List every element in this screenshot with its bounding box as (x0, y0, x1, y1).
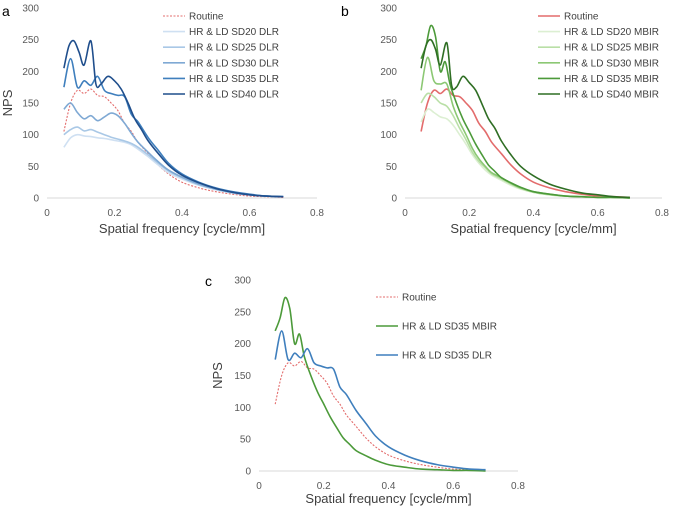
y-tick-label: 0 (33, 194, 39, 205)
series-line (420, 108, 630, 199)
panel-letter: c (205, 273, 212, 289)
y-tick-label: 0 (245, 467, 251, 478)
legend-label: HR & LD SD35 MBIR (402, 322, 497, 333)
y-tick-label: 300 (380, 4, 397, 15)
y-tick-label: 200 (380, 67, 397, 78)
y-tick-label: 100 (22, 130, 39, 141)
y-tick-label: 50 (28, 162, 40, 173)
y-tick-label: 250 (380, 35, 397, 46)
panel-letter: a (2, 3, 10, 19)
legend-label: HR & LD SD40 MBIR (564, 90, 659, 101)
series-line (420, 38, 630, 199)
series-line (63, 39, 284, 198)
y-tick-label: 300 (22, 4, 39, 15)
x-tick-label: 0.6 (591, 208, 605, 219)
x-axis-title: Spatial frequency [cycle/mm] (450, 221, 616, 236)
x-tick-label: 0.6 (243, 208, 257, 219)
series-line (63, 88, 284, 198)
x-tick-label: 0.4 (527, 208, 541, 219)
legend-label: Routine (564, 12, 599, 23)
legend-label: HR & LD SD30 DLR (189, 58, 279, 69)
x-tick-label: 0.8 (310, 208, 324, 219)
x-tick-label: 0.4 (175, 208, 189, 219)
chart-panel-c: c 0 50 100 150 200 250 300 0 0.2 0.4 0.6 0.8 Spatial … (205, 273, 525, 506)
x-tick-label: 0 (256, 481, 262, 492)
chart-panel-a: a 0 50 100 150 200 250 300 0 0.2 0.4 0.6 0.8 Spatial … (0, 3, 324, 236)
series-line (274, 296, 486, 472)
y-axis-title: NPS (0, 89, 15, 116)
legend-label: HR & LD SD35 DLR (189, 74, 279, 85)
series-line (420, 92, 630, 199)
y-tick-label: 250 (22, 35, 39, 46)
legend-label: HR & LD SD30 MBIR (564, 58, 659, 69)
y-tick-label: 200 (234, 339, 251, 350)
x-tick-label: 0.8 (655, 208, 669, 219)
legend-label: HR & LD SD40 DLR (189, 90, 279, 101)
series-line (63, 102, 284, 198)
legend-label: HR & LD SD35 MBIR (564, 74, 659, 85)
y-tick-label: 150 (380, 99, 397, 110)
y-tick-label: 100 (234, 403, 251, 414)
x-axis-title: Spatial frequency [cycle/mm] (99, 221, 265, 236)
x-tick-label: 0 (402, 208, 408, 219)
legend-label: Routine (402, 293, 437, 304)
panel-letter: b (341, 3, 349, 19)
x-tick-label: 0 (44, 208, 50, 219)
legend-label: HR & LD SD35 DLR (402, 351, 492, 362)
x-axis-title: Spatial frequency [cycle/mm] (305, 491, 471, 506)
series-line (420, 88, 630, 199)
chart-panel-b: b 0 50 100 150 200 250 300 0 0.2 0.4 0.6 0.8 Spatial … (341, 3, 669, 236)
y-tick-label: 100 (380, 130, 397, 141)
x-tick-label: 0.8 (511, 481, 525, 492)
y-tick-label: 50 (386, 162, 398, 173)
series-line (274, 330, 486, 471)
x-tick-label: 0.2 (462, 208, 476, 219)
legend-label: Routine (189, 12, 224, 23)
x-tick-label: 0.2 (317, 481, 331, 492)
legend-label: HR & LD SD20 DLR (189, 27, 279, 38)
y-tick-label: 0 (391, 194, 397, 205)
y-tick-label: 150 (22, 99, 39, 110)
y-tick-label: 150 (234, 371, 251, 382)
y-tick-label: 250 (234, 307, 251, 318)
legend-label: HR & LD SD20 MBIR (564, 27, 659, 38)
y-tick-label: 50 (240, 435, 252, 446)
x-tick-label: 0.6 (446, 481, 460, 492)
y-tick-label: 300 (234, 276, 251, 287)
y-tick-label: 200 (22, 67, 39, 78)
x-tick-label: 0.4 (382, 481, 396, 492)
legend-label: HR & LD SD25 MBIR (564, 43, 659, 54)
series-line (63, 133, 284, 198)
y-axis-title: NPS (210, 362, 225, 389)
x-tick-label: 0.2 (108, 208, 122, 219)
series-line (420, 24, 630, 199)
series-line (274, 360, 486, 471)
legend-label: HR & LD SD25 DLR (189, 43, 279, 54)
